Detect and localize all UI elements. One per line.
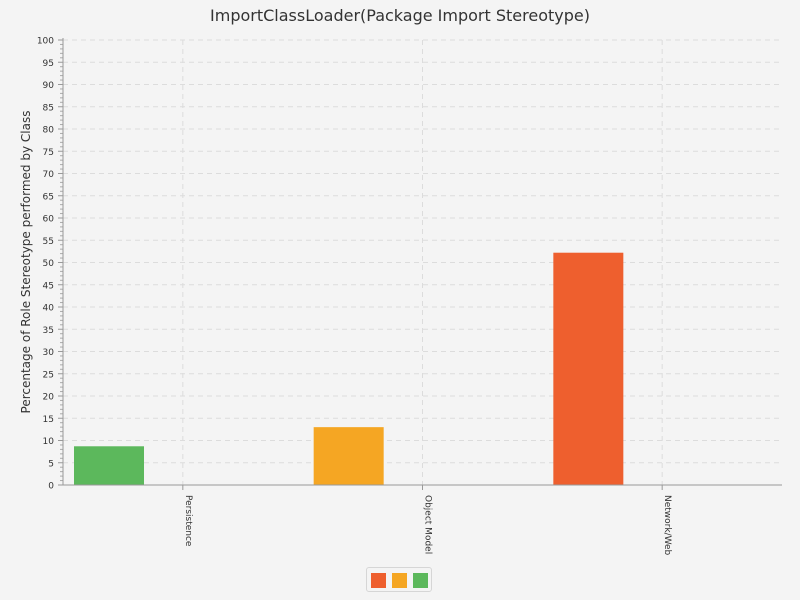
- y-tick-label: 5: [48, 459, 54, 469]
- chart-title: ImportClassLoader(Package Import Stereot…: [210, 6, 590, 25]
- y-tick-label: 10: [43, 437, 55, 447]
- bar-object-model: [313, 427, 384, 485]
- legend-swatch-3: [413, 573, 428, 588]
- y-tick-label: 35: [43, 326, 54, 336]
- y-tick-label: 40: [43, 304, 55, 314]
- y-tick-label: 15: [43, 415, 54, 425]
- x-tick-label: Persistence: [183, 495, 193, 547]
- y-tick-label: 55: [43, 237, 54, 247]
- y-tick-label: 30: [43, 348, 55, 358]
- y-tick-label: 70: [43, 170, 55, 180]
- y-tick-label: 50: [43, 259, 55, 269]
- y-tick-label: 100: [37, 37, 54, 47]
- legend-swatch-2: [392, 573, 407, 588]
- y-tick-label: 20: [43, 393, 55, 403]
- y-tick-label: 75: [43, 148, 54, 158]
- y-tick-label: 85: [43, 103, 54, 113]
- legend: [366, 567, 432, 592]
- x-tick-label: Object Model: [423, 495, 433, 554]
- y-tick-label: 0: [48, 482, 54, 492]
- y-tick-label: 95: [43, 59, 54, 69]
- x-tick-label: Network/Web: [662, 495, 672, 556]
- y-tick-label: 25: [43, 370, 54, 380]
- y-tick-label: 45: [43, 281, 54, 291]
- y-tick-label: 90: [43, 81, 55, 91]
- bar-persistence: [74, 446, 144, 485]
- bar-network-web: [553, 252, 624, 485]
- legend-swatch-1: [371, 573, 386, 588]
- y-tick-label: 80: [43, 126, 55, 136]
- y-tick-label: 65: [43, 192, 54, 202]
- y-tick-label: 60: [43, 215, 55, 225]
